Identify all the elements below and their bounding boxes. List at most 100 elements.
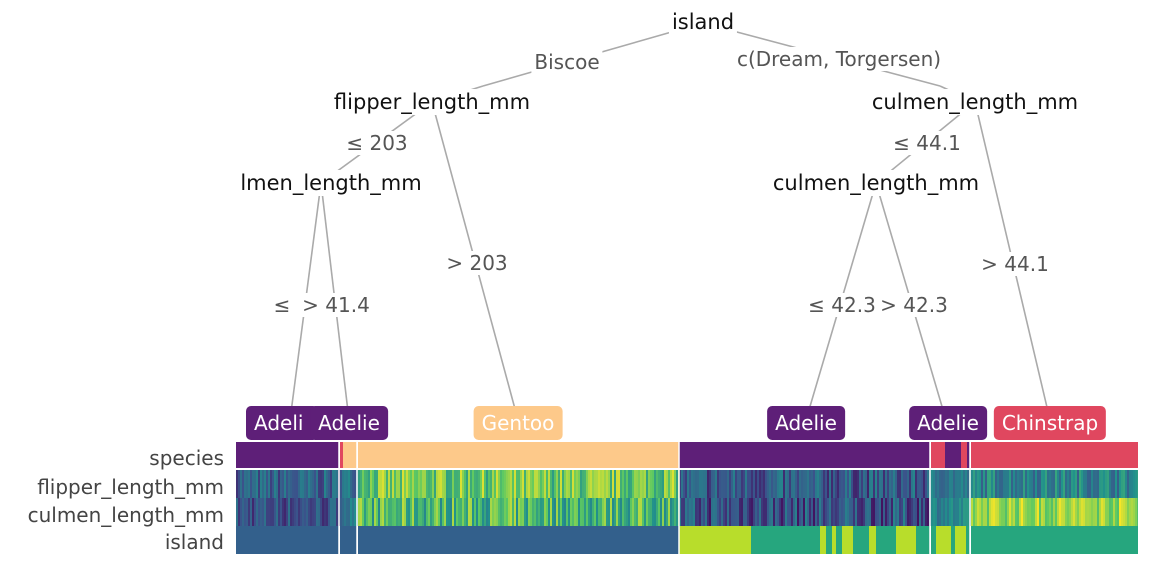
heatmap-cell-flipper: [446, 470, 448, 498]
heatmap-cell-flipper: [741, 470, 743, 498]
heatmap-cell-culmen: [304, 498, 306, 526]
heatmap-cell-culmen: [294, 498, 296, 526]
heatmap-cell-culmen: [737, 498, 739, 526]
heatmap-cell-island: [869, 526, 876, 554]
heatmap-cell-culmen: [274, 498, 276, 526]
heatmap-cell-flipper: [318, 470, 320, 498]
heatmap-cell-culmen: [450, 498, 452, 526]
heatmap-cell-flipper: [863, 470, 865, 498]
heatmap-cell-flipper: [322, 470, 324, 498]
heatmap-cell-culmen: [472, 498, 474, 526]
heatmap-cell-culmen: [296, 498, 298, 526]
heatmap-cell-flipper: [370, 470, 372, 498]
heatmap-cell-culmen: [486, 498, 488, 526]
heatmap-cell-culmen: [458, 498, 460, 526]
heatmap-cell-culmen: [711, 498, 713, 526]
heatmap-cell-flipper: [993, 470, 995, 498]
heatmap-cell-culmen: [428, 498, 430, 526]
heatmap-cell-culmen: [883, 498, 885, 526]
heatmap-cell-culmen: [945, 498, 947, 526]
heatmap-cell-flipper: [1035, 470, 1037, 498]
heatmap-cell-culmen: [843, 498, 845, 526]
heatmap-cell-culmen: [947, 498, 949, 526]
heatmap-cell-culmen: [282, 498, 284, 526]
heatmap-cell-flipper: [250, 470, 252, 498]
heatmap-cell-culmen: [793, 498, 795, 526]
edge-label-le44: ≤ 44.1: [890, 131, 964, 155]
heatmap-cell-flipper: [973, 470, 975, 498]
heatmap-cell-flipper: [644, 470, 646, 498]
heatmap-cell-flipper: [907, 470, 909, 498]
heatmap-cell-culmen: [242, 498, 244, 526]
heatmap-cell-culmen: [939, 498, 941, 526]
heatmap-cell-flipper: [883, 470, 885, 498]
heatmap-cell-flipper: [296, 470, 298, 498]
heatmap-cell-flipper: [739, 470, 741, 498]
heatmap-cell-culmen: [250, 498, 252, 526]
heatmap-cell-flipper: [729, 470, 731, 498]
heatmap-cell-flipper: [1121, 470, 1123, 498]
heatmap-cell-culmen: [825, 498, 827, 526]
heatmap-cell-culmen: [823, 498, 825, 526]
heatmap-cell-culmen: [1081, 498, 1083, 526]
heatmap-cell-culmen: [290, 498, 292, 526]
heatmap-cell-culmen: [777, 498, 779, 526]
heatmap-cell-culmen: [955, 498, 957, 526]
heatmap-cell-flipper: [368, 470, 370, 498]
heatmap-cell-flipper: [1129, 470, 1131, 498]
heatmap-cell-culmen: [648, 498, 650, 526]
heatmap-cell-culmen: [638, 498, 640, 526]
heatmap-cell-culmen: [885, 498, 887, 526]
heatmap-cell-culmen: [807, 498, 809, 526]
heatmap-cell-flipper: [602, 470, 604, 498]
heatmap-cell-culmen: [833, 498, 835, 526]
heatmap-cell-culmen: [312, 498, 314, 526]
heatmap-cell-flipper: [626, 470, 628, 498]
heatmap-cell-flipper: [502, 470, 504, 498]
heatmap-cell-culmen: [606, 498, 608, 526]
heatmap-cell-flipper: [364, 470, 366, 498]
heatmap-cell-culmen: [1091, 498, 1093, 526]
heatmap-cell-culmen: [999, 498, 1001, 526]
heatmap-cell-culmen: [771, 498, 773, 526]
heatmap-cell-culmen: [236, 498, 238, 526]
heatmap-cell-culmen: [1137, 498, 1138, 526]
heatmap-cell-culmen: [899, 498, 901, 526]
heatmap-cell-culmen: [344, 498, 346, 526]
heatmap-cell-culmen: [1031, 498, 1033, 526]
heatmap-cell-culmen: [717, 498, 719, 526]
heatmap-cell-flipper: [1117, 470, 1119, 498]
heatmap-cell-flipper: [244, 470, 246, 498]
heatmap-cell-flipper: [1081, 470, 1083, 498]
heatmap-cell-culmen: [1079, 498, 1081, 526]
heatmap-cell-flipper: [418, 470, 420, 498]
heatmap-cell-flipper: [612, 470, 614, 498]
heatmap-cell-culmen: [889, 498, 891, 526]
heatmap-cell-flipper: [939, 470, 941, 498]
heatmap-cell-flipper: [963, 470, 965, 498]
heatmap-cell-flipper: [1003, 470, 1005, 498]
heatmap-cell-flipper: [544, 470, 546, 498]
heatmap-cell-culmen: [925, 498, 927, 526]
heatmap-cell-culmen: [951, 498, 953, 526]
heatmap-cell-culmen: [959, 498, 961, 526]
heatmap-cell-flipper: [236, 470, 238, 498]
heatmap-cell-culmen: [300, 498, 302, 526]
heatmap-cell-flipper: [532, 470, 534, 498]
heatmap-cell-culmen: [442, 498, 444, 526]
heatmap-cell-culmen: [306, 498, 308, 526]
heatmap-cell-culmen: [572, 498, 574, 526]
heatmap-cell-culmen: [915, 498, 917, 526]
heatmap-cell-culmen: [332, 498, 334, 526]
heatmap-cell-culmen: [634, 498, 636, 526]
heatmap-cell-culmen: [348, 498, 350, 526]
heatmap-cell-flipper: [1033, 470, 1035, 498]
heatmap-cell-island: [832, 526, 836, 554]
heatmap-cell-culmen: [280, 498, 282, 526]
heatmap-cell-flipper: [514, 470, 516, 498]
heatmap-cell-culmen: [683, 498, 685, 526]
heatmap-cell-culmen: [408, 498, 410, 526]
heatmap-cell-flipper: [566, 470, 568, 498]
heatmap-cell-culmen: [1017, 498, 1019, 526]
heatmap-cell-flipper: [562, 470, 564, 498]
